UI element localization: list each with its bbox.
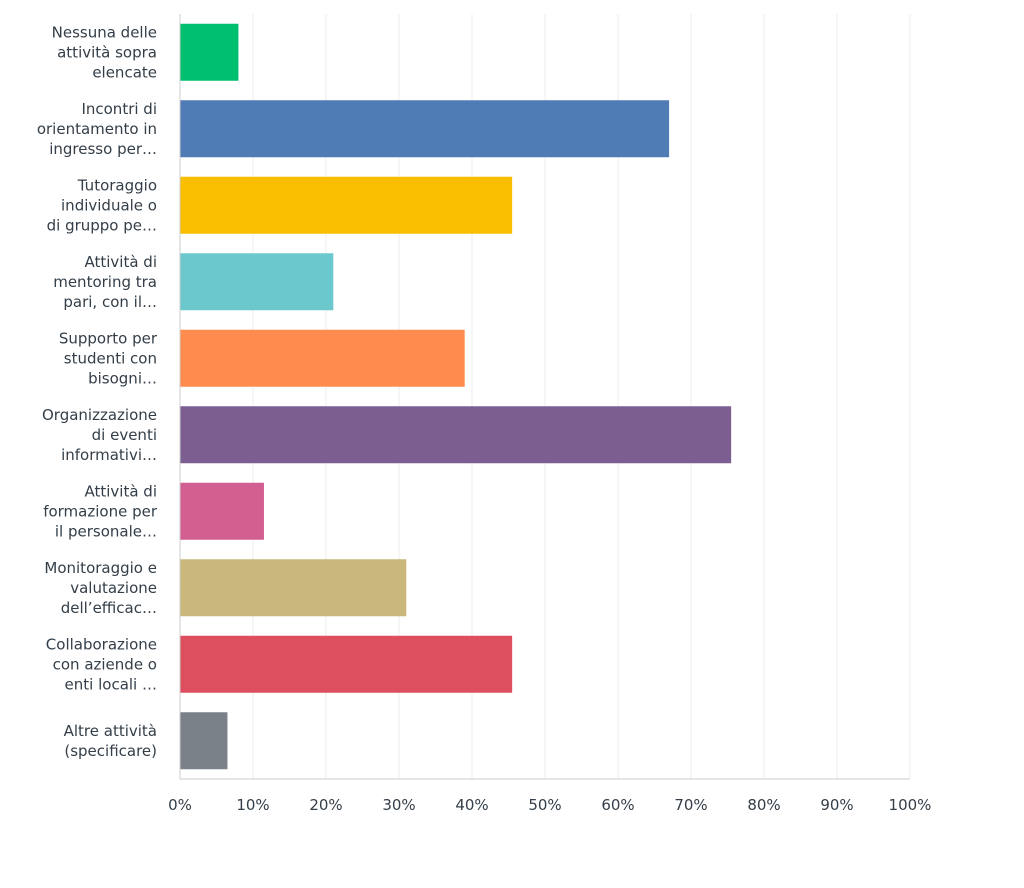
- category-label: mentoring tra: [53, 273, 157, 291]
- bar: [180, 329, 465, 387]
- category-label: Altre attività: [64, 722, 157, 740]
- category-label: formazione per: [43, 502, 158, 520]
- category-label: Collaborazione: [46, 635, 157, 653]
- bar: [180, 23, 239, 81]
- category-label: Attività di: [84, 482, 157, 500]
- x-tick-label: 100%: [889, 796, 932, 814]
- category-label: (specificare): [64, 742, 157, 760]
- x-tick-label: 30%: [382, 796, 415, 814]
- category-label: elencate: [92, 63, 157, 81]
- bar: [180, 559, 407, 617]
- x-tick-label: 20%: [309, 796, 342, 814]
- category-label: con aziende o: [53, 655, 157, 673]
- category-label: Attività di: [84, 253, 157, 271]
- x-tick-label: 0%: [168, 796, 192, 814]
- x-tick-label: 60%: [601, 796, 634, 814]
- bar: [180, 406, 732, 464]
- category-label: Nessuna delle: [52, 23, 157, 41]
- bar: [180, 100, 670, 158]
- bar: [180, 635, 513, 693]
- x-tick-label: 90%: [820, 796, 853, 814]
- category-label: Tutoraggio: [77, 176, 157, 194]
- category-label: informativi…: [61, 446, 157, 464]
- category-label: bisogni…: [88, 369, 157, 387]
- x-tick-label: 10%: [236, 796, 269, 814]
- category-label: orientamento in: [37, 120, 157, 138]
- category-label: Supporto per: [59, 329, 158, 347]
- category-label: Incontri di: [81, 100, 157, 118]
- category-labels: Nessuna delle attività sopra elencate Incon…: [37, 23, 158, 760]
- x-tick-label: 70%: [674, 796, 707, 814]
- category-label: ingresso per…: [49, 140, 157, 158]
- category-label: studenti con: [64, 349, 157, 367]
- x-tick-label: 50%: [528, 796, 561, 814]
- bars: [180, 23, 732, 770]
- category-label: enti locali …: [65, 675, 157, 693]
- bar: [180, 712, 228, 770]
- category-label: di eventi: [92, 426, 157, 444]
- category-label: individuale o: [61, 196, 157, 214]
- bar: [180, 176, 513, 234]
- category-label: di gruppo pe…: [47, 216, 157, 234]
- category-label: attività sopra: [57, 43, 157, 61]
- x-tick-label: 80%: [747, 796, 780, 814]
- category-label: valutazione: [70, 579, 157, 597]
- category-label: dell’efficac…: [61, 599, 157, 617]
- category-label: il personale…: [55, 522, 157, 540]
- category-label: Monitoraggio e: [44, 559, 157, 577]
- category-label: Organizzazione: [42, 406, 157, 424]
- x-tick-label: 40%: [455, 796, 488, 814]
- category-label: pari, con il…: [63, 293, 157, 311]
- bar: [180, 482, 264, 540]
- bar: [180, 253, 334, 311]
- x-tick-labels: 0% 10% 20% 30% 40% 50% 60% 70% 80% 90% 100%: [168, 796, 931, 814]
